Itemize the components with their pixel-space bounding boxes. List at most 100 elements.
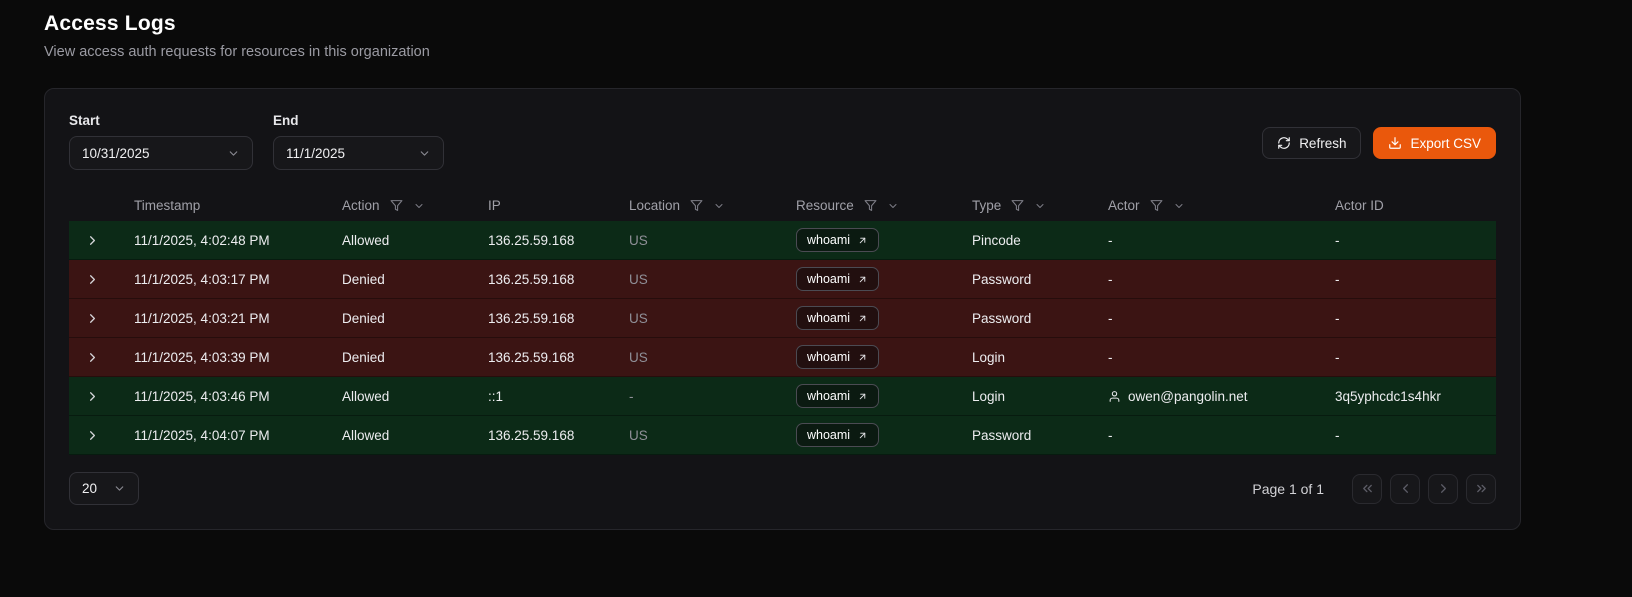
table-row[interactable]: 11/1/2025, 4:03:46 PM Allowed ::1 - whoa…	[69, 377, 1496, 416]
filter-icon[interactable]	[1011, 199, 1024, 212]
cell-type: Password	[972, 427, 1032, 443]
refresh-button[interactable]: Refresh	[1262, 127, 1362, 159]
refresh-button-label: Refresh	[1299, 135, 1347, 151]
cell-location: US	[629, 427, 648, 443]
page-size-value: 20	[82, 481, 98, 496]
chevron-left-icon	[1398, 481, 1413, 496]
refresh-icon	[1277, 136, 1291, 150]
cell-timestamp: 11/1/2025, 4:04:07 PM	[134, 427, 270, 443]
download-icon	[1388, 136, 1402, 150]
external-link-icon	[857, 430, 868, 441]
cell-timestamp: 11/1/2025, 4:03:46 PM	[134, 388, 270, 404]
cell-type: Password	[972, 271, 1032, 287]
cell-actor: -	[1108, 233, 1335, 248]
header-timestamp: Timestamp	[134, 198, 342, 213]
header-type: Type	[972, 198, 1108, 213]
chevron-down-icon[interactable]	[413, 200, 425, 212]
cell-action: Denied	[342, 349, 385, 365]
external-link-icon	[857, 313, 868, 324]
cell-expand	[69, 270, 134, 289]
table-row[interactable]: 11/1/2025, 4:02:48 PM Allowed 136.25.59.…	[69, 221, 1496, 260]
header-label: IP	[488, 198, 501, 213]
expand-row-button[interactable]	[83, 387, 102, 406]
actor-label: -	[1108, 349, 1113, 365]
prev-page-button[interactable]	[1390, 473, 1420, 504]
external-link-icon	[857, 352, 868, 363]
resource-link[interactable]: whoami	[796, 267, 880, 291]
cell-action: Allowed	[342, 427, 390, 443]
cell-timestamp: 11/1/2025, 4:02:48 PM	[134, 232, 270, 248]
cell-action: Allowed	[342, 232, 390, 248]
chevron-down-icon[interactable]	[887, 200, 899, 212]
table-body: 11/1/2025, 4:02:48 PM Allowed 136.25.59.…	[69, 221, 1496, 455]
cell-location: -	[629, 388, 634, 404]
header-resource: Resource	[796, 198, 972, 213]
external-link-icon	[857, 235, 868, 246]
cell-actor-id: -	[1335, 310, 1340, 326]
cell-timestamp: 11/1/2025, 4:03:17 PM	[134, 271, 270, 287]
expand-row-button[interactable]	[83, 348, 102, 367]
header-label: Location	[629, 198, 681, 213]
expand-row-button[interactable]	[83, 426, 102, 445]
resource-label: whoami	[807, 389, 851, 403]
cell-actor: -	[1108, 311, 1335, 326]
resource-label: whoami	[807, 350, 851, 364]
resource-link[interactable]: whoami	[796, 423, 880, 447]
expand-row-button[interactable]	[83, 309, 102, 328]
chevrons-left-icon	[1360, 481, 1375, 496]
actor-label: -	[1108, 310, 1113, 326]
header-label: Actor	[1108, 198, 1140, 213]
page-size-select[interactable]: 20	[69, 472, 139, 505]
cell-actor-id: 3q5yphcdc1s4hkr	[1335, 388, 1441, 404]
cell-type: Login	[972, 388, 1006, 404]
header-ip: IP	[488, 198, 629, 213]
actor-label: -	[1108, 271, 1113, 287]
resource-label: whoami	[807, 272, 851, 286]
cell-timestamp: 11/1/2025, 4:03:21 PM	[134, 310, 270, 326]
first-page-button[interactable]	[1352, 473, 1382, 504]
chevron-down-icon[interactable]	[713, 200, 725, 212]
cell-ip: 136.25.59.168	[488, 427, 575, 443]
export-csv-button[interactable]: Export CSV	[1373, 127, 1496, 159]
cell-resource: whoami	[796, 228, 972, 252]
resource-link[interactable]: whoami	[796, 228, 880, 252]
end-date-select[interactable]: 11/1/2025	[273, 136, 444, 170]
header-label: Timestamp	[134, 198, 201, 213]
chevron-down-icon	[227, 147, 240, 160]
chevron-right-icon	[85, 311, 100, 326]
header-actor: Actor	[1108, 198, 1335, 213]
cell-expand	[69, 426, 134, 445]
table-row[interactable]: 11/1/2025, 4:03:21 PM Denied 136.25.59.1…	[69, 299, 1496, 338]
pagination: Page 1 of 1	[1252, 473, 1496, 504]
access-logs-table: Timestamp Action IP Location Resource	[69, 190, 1496, 455]
cell-expand	[69, 348, 134, 367]
start-date-group: Start 10/31/2025	[69, 113, 253, 170]
cell-expand	[69, 387, 134, 406]
filter-icon[interactable]	[864, 199, 877, 212]
chevron-down-icon	[113, 482, 126, 495]
cell-actor-id: -	[1335, 271, 1340, 287]
cell-actor: -	[1108, 350, 1335, 365]
actor-label: -	[1108, 427, 1113, 443]
table-header-row: Timestamp Action IP Location Resource	[69, 190, 1496, 221]
filter-icon[interactable]	[690, 199, 703, 212]
next-page-button[interactable]	[1428, 473, 1458, 504]
resource-link[interactable]: whoami	[796, 345, 880, 369]
expand-row-button[interactable]	[83, 231, 102, 250]
filter-icon[interactable]	[390, 199, 403, 212]
filter-icon[interactable]	[1150, 199, 1163, 212]
chevron-down-icon[interactable]	[1034, 200, 1046, 212]
expand-row-button[interactable]	[83, 270, 102, 289]
cell-type: Pincode	[972, 232, 1021, 248]
table-row[interactable]: 11/1/2025, 4:04:07 PM Allowed 136.25.59.…	[69, 416, 1496, 455]
chevron-down-icon[interactable]	[1173, 200, 1185, 212]
header-label: Actor ID	[1335, 198, 1384, 213]
resource-link[interactable]: whoami	[796, 384, 880, 408]
resource-link[interactable]: whoami	[796, 306, 880, 330]
cell-actor: -	[1108, 428, 1335, 443]
cell-ip: 136.25.59.168	[488, 349, 575, 365]
table-row[interactable]: 11/1/2025, 4:03:39 PM Denied 136.25.59.1…	[69, 338, 1496, 377]
last-page-button[interactable]	[1466, 473, 1496, 504]
table-row[interactable]: 11/1/2025, 4:03:17 PM Denied 136.25.59.1…	[69, 260, 1496, 299]
start-date-select[interactable]: 10/31/2025	[69, 136, 253, 170]
